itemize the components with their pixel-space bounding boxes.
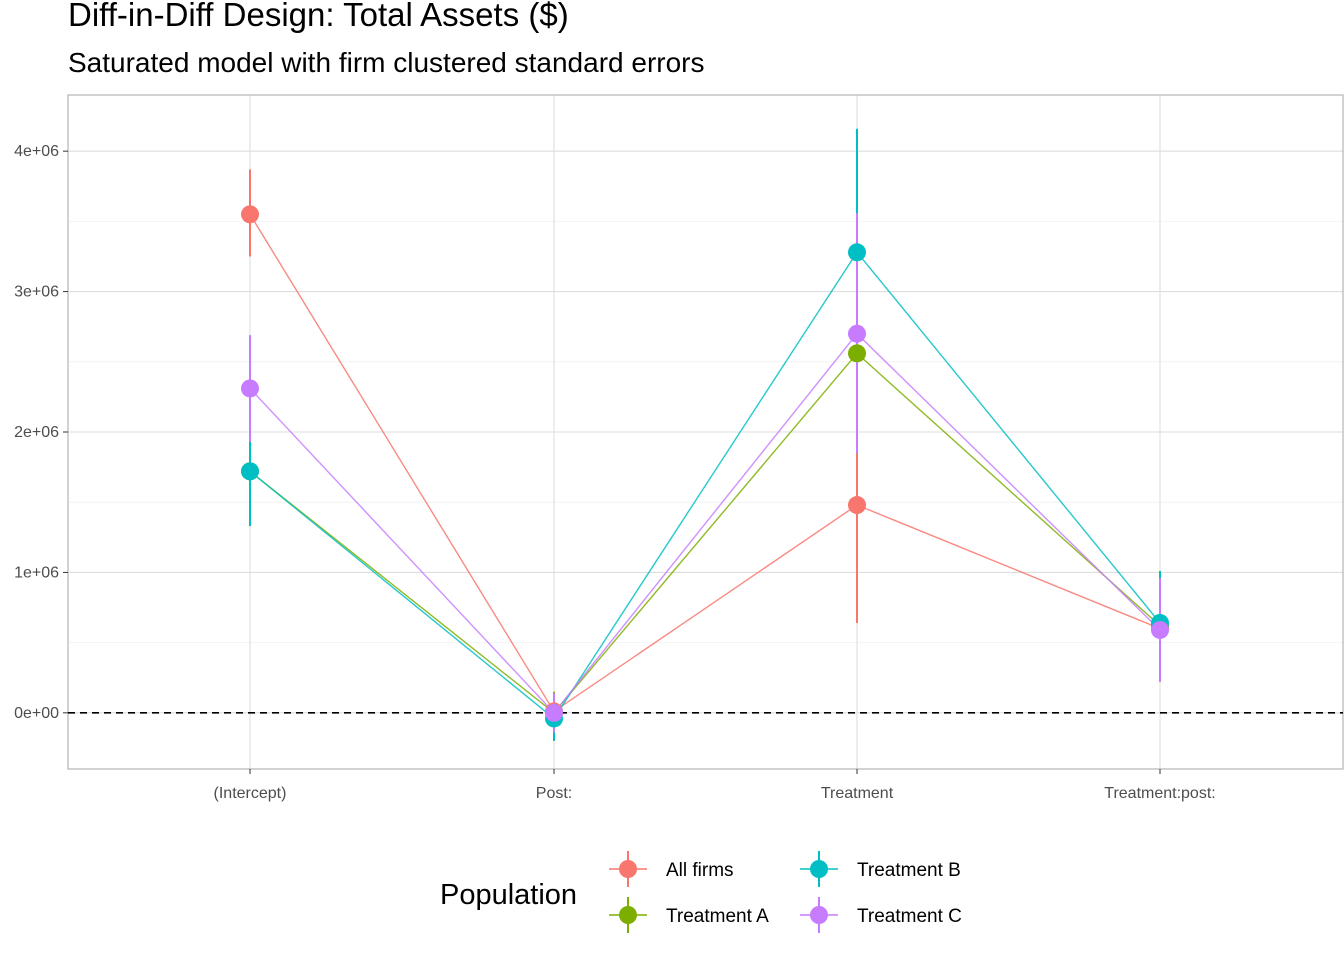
legend-label-treatment-a: Treatment A — [666, 906, 769, 927]
axis-labels: 0e+00 1e+06 2e+06 3e+06 4e+06 (Intercept) Post… — [14, 143, 1216, 802]
series-lines — [249, 213, 1161, 720]
y-tick-label: 4e+06 — [14, 143, 59, 160]
grid-lines — [68, 95, 1343, 769]
series-line-treatment-c — [249, 332, 1161, 714]
y-tick-label: 0e+00 — [14, 705, 59, 722]
data-point-treatment-c — [848, 324, 866, 343]
legend-key-point-treatment-b — [810, 860, 828, 878]
x-tick-label: Treatment:post: — [1104, 785, 1215, 802]
series-line-treatment-b — [249, 251, 1161, 720]
data-point-treatment-b — [241, 462, 259, 481]
legend-title: Population — [440, 879, 577, 911]
legend: Population All firms Treatment A Treatment… — [440, 851, 962, 933]
x-tick-label: Post: — [536, 785, 572, 802]
error-bars — [249, 128, 1161, 741]
legend-label-all-firms: All firms — [666, 860, 734, 881]
legend-key-point-all-firms — [619, 860, 637, 878]
y-tick-label: 3e+06 — [14, 284, 59, 301]
data-point-all-firms — [848, 496, 866, 515]
data-point-treatment-c — [545, 703, 563, 722]
y-tick-label: 2e+06 — [14, 424, 59, 441]
x-tick-label: Treatment — [821, 785, 894, 802]
x-tick-label: (Intercept) — [214, 785, 287, 802]
series-line-treatment-a — [249, 352, 1161, 714]
legend-key-point-treatment-a — [619, 906, 637, 924]
data-point-treatment-a — [848, 344, 866, 363]
y-tick-label: 1e+06 — [14, 564, 59, 581]
legend-label-treatment-b: Treatment B — [857, 860, 961, 881]
data-point-all-firms — [241, 205, 259, 224]
chart-subtitle: Saturated model with firm clustered stan… — [68, 47, 705, 78]
legend-label-treatment-c: Treatment C — [857, 906, 962, 927]
data-points — [241, 205, 1169, 728]
data-point-treatment-c — [1151, 620, 1169, 639]
chart-title: Diff-in-Diff Design: Total Assets ($) — [68, 0, 569, 33]
legend-key-point-treatment-c — [810, 906, 828, 924]
data-point-treatment-c — [241, 379, 259, 398]
series-line-all-firms — [249, 213, 1161, 713]
data-point-treatment-b — [848, 243, 866, 262]
